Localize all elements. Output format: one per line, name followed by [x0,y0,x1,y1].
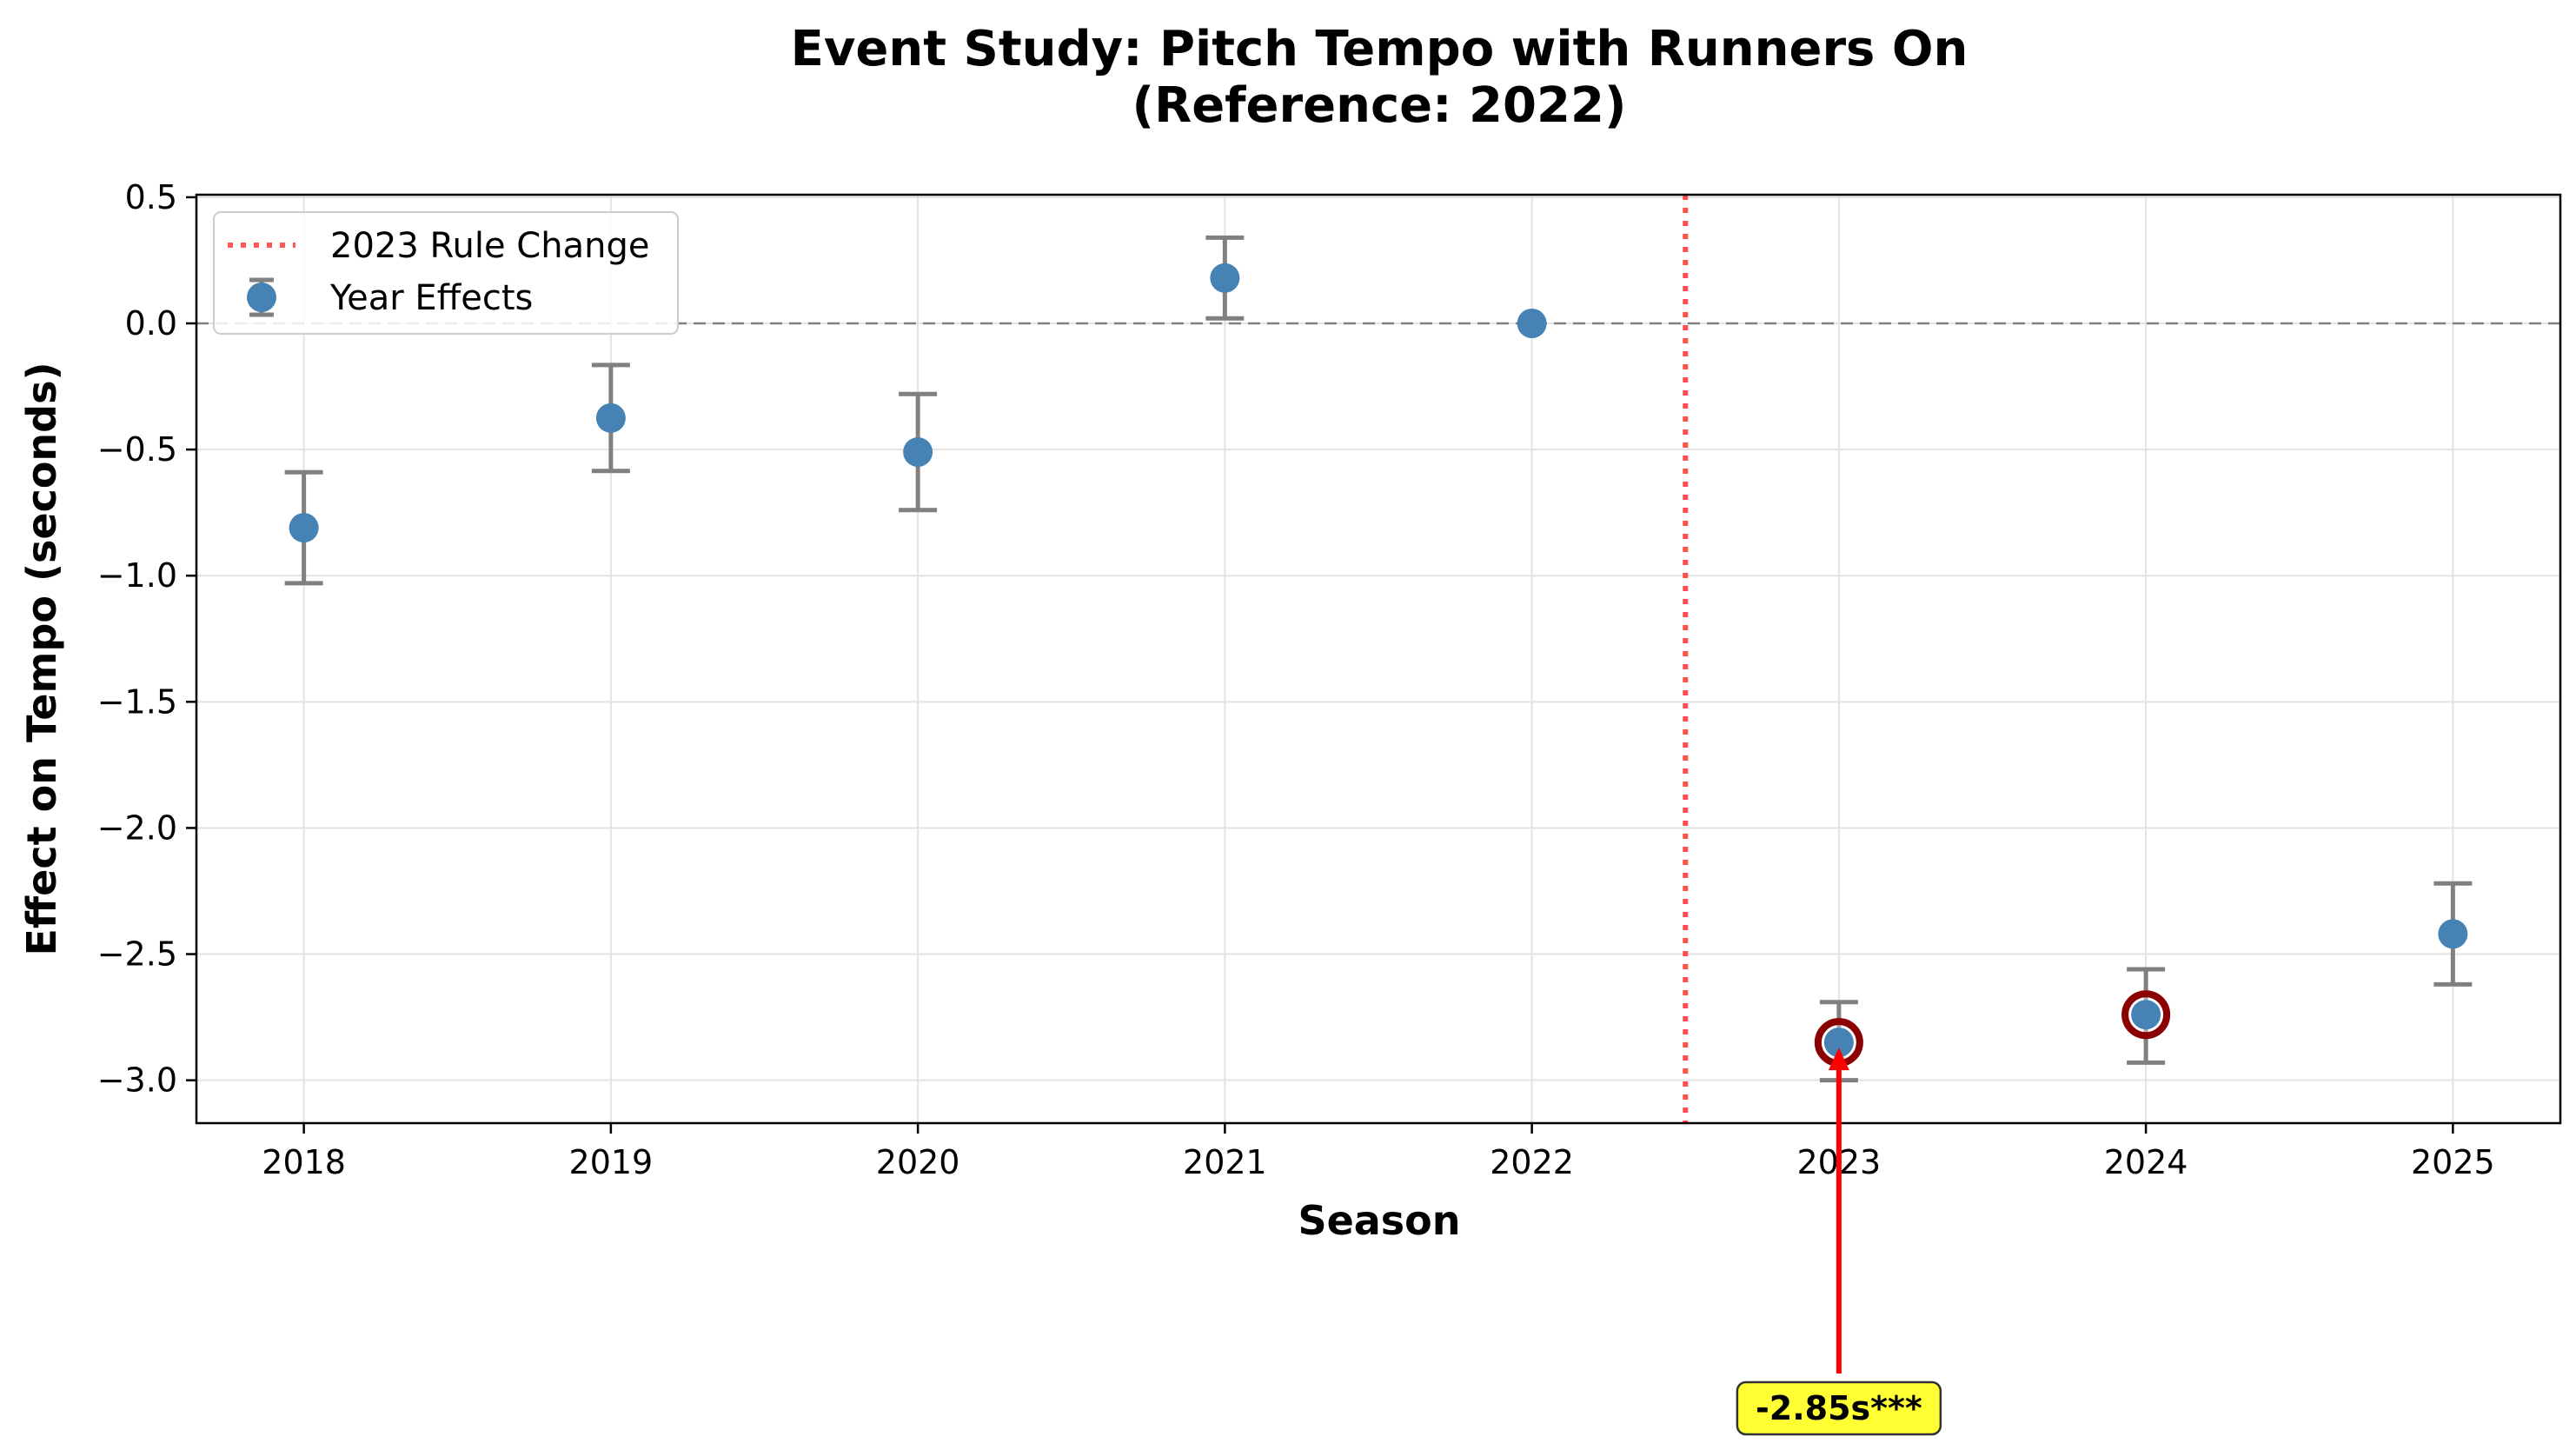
x-tick-label: 2021 [1183,1143,1267,1181]
axis-ticks: 201820192020202120222023202420250.50.0−0… [97,178,2495,1181]
data-point [903,437,933,468]
y-tick-label: 0.0 [125,304,177,343]
annotation-box [1736,1380,1942,1436]
annotation: -2.85s*** [1736,1048,1942,1436]
legend-year-effects-swatch [247,277,276,317]
annotation-arrowhead [1828,1048,1849,1071]
legend-rule-change-label: 2023 Rule Change [330,226,649,266]
y-tick-label: −1.5 [97,682,177,721]
plot-frame [195,193,2562,1125]
data-point [1517,309,1547,339]
data-points [289,263,2468,1068]
chart-title: Event Study: Pitch Tempo with Runners On [791,21,1969,77]
data-point [2131,1000,2161,1030]
legend-year-effects-label: Year Effects [329,278,533,318]
y-tick-label: −2.0 [97,808,177,847]
data-point [1823,1028,1854,1058]
y-tick-label: −1.0 [97,556,177,595]
x-tick-label: 2018 [262,1143,346,1181]
x-tick-label: 2025 [2411,1143,2495,1181]
data-point [289,513,319,543]
chart-subtitle: (Reference: 2022) [1132,77,1626,134]
y-tick-label: −2.5 [97,935,177,974]
x-tick-label: 2024 [2104,1143,2188,1181]
y-tick-label: −3.0 [97,1061,177,1100]
legend-box [213,211,679,335]
x-axis-label: Season [1298,1197,1460,1244]
x-tick-label: 2020 [876,1143,960,1181]
legend: 2023 Rule Change Year Effects [213,211,679,335]
y-tick-label: 0.5 [125,178,177,216]
y-axis-label: Effect on Tempo (seconds) [18,362,65,955]
data-point [1210,263,1240,293]
data-point [595,402,626,433]
y-tick-label: −0.5 [97,430,177,469]
annotation-label: -2.85s*** [1756,1389,1922,1427]
x-tick-label: 2022 [1490,1143,1574,1181]
data-point [2438,919,2468,949]
x-tick-label: 2019 [569,1143,654,1181]
